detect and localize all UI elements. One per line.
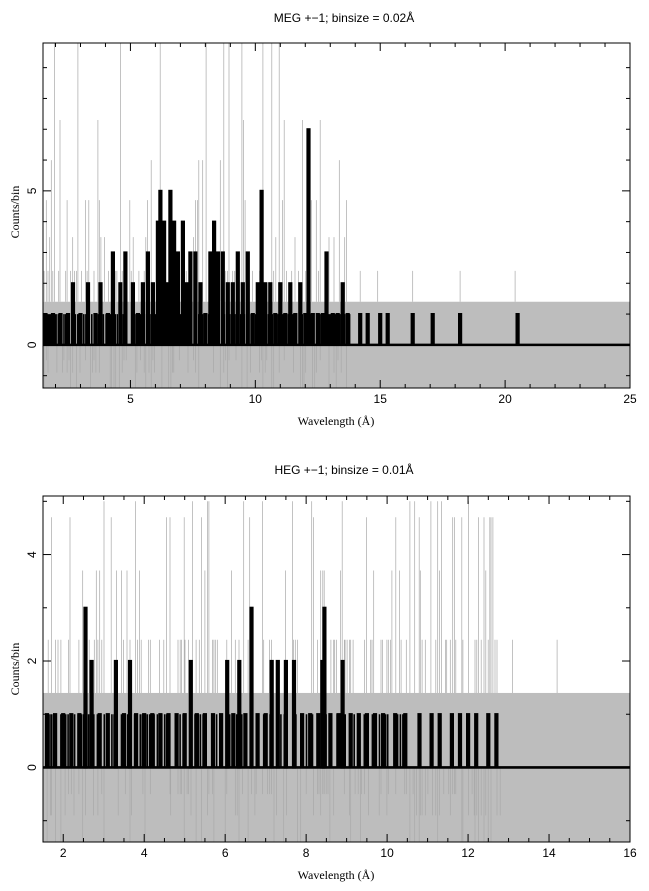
meg-count-bin-20 xyxy=(162,220,167,346)
meg-x-tick-label: 20 xyxy=(498,392,512,406)
heg-count-bin-50 xyxy=(417,713,422,769)
heg-count-bin-39 xyxy=(322,606,327,769)
meg-plot-frame xyxy=(42,42,631,389)
heg-axis-ticks: 2 4 6 8 10 12 14 16 0 2 4 xyxy=(25,496,637,860)
heg-count-bin-33 xyxy=(283,659,288,769)
meg-x-tick-label: 5 xyxy=(127,392,134,406)
heg-x-tick-label: 8 xyxy=(303,846,310,860)
heg-count-bin-16 xyxy=(166,713,171,769)
heg-spectrum-panel: HEG +−1; binsize = 0.01Å 2 4 6 8 10 12 14 16 0 2 4… xyxy=(8,462,637,882)
meg-count-bin-67 xyxy=(458,313,463,347)
meg-x-axis-label: Wavelength (Å) xyxy=(298,414,375,428)
meg-y-tick-label: 5 xyxy=(25,187,39,194)
heg-count-bins xyxy=(43,606,630,769)
meg-count-bins xyxy=(43,128,630,347)
meg-count-bin-61 xyxy=(358,313,363,347)
heg-y-tick-label: 4 xyxy=(25,551,39,558)
heg-error-spikes xyxy=(46,501,558,842)
meg-count-bin-42 xyxy=(259,189,264,346)
heg-x-tick-label: 16 xyxy=(623,846,637,860)
heg-y-tick-label: 2 xyxy=(25,657,39,664)
heg-x-axis-label: Wavelength (Å) xyxy=(298,868,375,882)
heg-count-bin-56 xyxy=(474,713,479,769)
meg-y-axis-label: Counts/bin xyxy=(8,186,22,239)
meg-count-bin-44 xyxy=(268,282,273,346)
heg-count-bin-36 xyxy=(308,713,313,769)
meg-count-bin-65 xyxy=(410,313,415,347)
heg-x-tick-label: 6 xyxy=(222,846,229,860)
meg-count-bin-66 xyxy=(430,313,435,347)
heg-count-bin-55 xyxy=(466,713,471,769)
meg-x-tick-label: 15 xyxy=(374,392,388,406)
meg-count-bin-24 xyxy=(175,251,180,347)
meg-spectrum-panel: MEG +−1; binsize = 0.02Å 5 10 15 20 25 0 5 Wav… xyxy=(8,10,637,428)
heg-x-tick-label: 14 xyxy=(542,846,556,860)
heg-x-tick-label: 4 xyxy=(141,846,148,860)
meg-x-tick-label: 10 xyxy=(249,392,263,406)
meg-unit-count-bins xyxy=(44,314,351,345)
heg-count-bin-49 xyxy=(403,713,408,769)
meg-chart-title: MEG +−1; binsize = 0.02Å xyxy=(274,10,414,25)
heg-unit-count-bins xyxy=(46,714,404,768)
heg-count-bin-54 xyxy=(457,713,463,769)
meg-count-bin-52 xyxy=(306,128,311,347)
heg-x-tick-label: 10 xyxy=(380,846,394,860)
meg-x-tick-label: 25 xyxy=(623,392,637,406)
heg-x-tick-label: 2 xyxy=(60,846,67,860)
heg-count-bin-57 xyxy=(486,713,491,769)
heg-count-bin-31 xyxy=(269,659,274,769)
heg-count-bin-52 xyxy=(437,713,442,769)
meg-count-bin-2 xyxy=(58,313,63,347)
heg-x-tick-label: 12 xyxy=(461,846,475,860)
meg-count-bin-51 xyxy=(303,313,308,347)
heg-count-bin-8 xyxy=(105,713,110,769)
meg-count-bin-64 xyxy=(385,313,390,347)
heg-count-bin-1 xyxy=(52,713,58,769)
heg-y-tick-label: 0 xyxy=(25,764,39,771)
heg-y-axis-label: Counts/bin xyxy=(8,643,22,696)
meg-count-bin-62 xyxy=(365,313,370,347)
heg-count-bin-53 xyxy=(449,713,454,769)
heg-plot-frame xyxy=(42,495,631,843)
heg-count-bin-46 xyxy=(372,713,378,769)
meg-count-bin-63 xyxy=(378,313,383,347)
heg-count-bin-48 xyxy=(393,713,398,769)
meg-y-tick-label: 0 xyxy=(25,341,39,348)
heg-chart-title: HEG +−1; binsize = 0.01Å xyxy=(274,462,413,477)
heg-count-bin-51 xyxy=(429,713,434,769)
meg-count-bin-48 xyxy=(288,282,293,346)
heg-count-bin-58 xyxy=(494,713,499,769)
meg-axis-ticks: 5 10 15 20 25 0 5 xyxy=(25,43,637,406)
meg-count-bin-54 xyxy=(315,313,320,347)
heg-count-bin-2 xyxy=(61,713,66,769)
meg-count-bin-68 xyxy=(515,313,520,347)
